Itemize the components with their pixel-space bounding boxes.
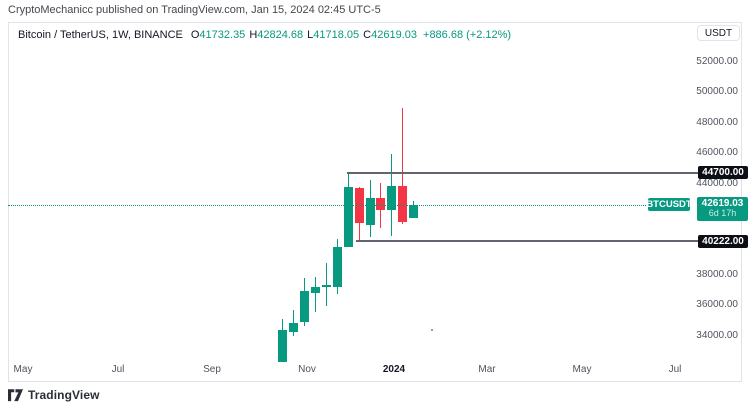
- price-tick: 38000.00: [696, 268, 738, 280]
- candle-wick: [402, 108, 404, 225]
- candle-body: [376, 197, 386, 211]
- price-tick: 52000.00: [696, 56, 738, 67]
- change-value: +886.68 (+2.12%): [423, 29, 512, 41]
- price-tick: 50000.00: [696, 86, 738, 98]
- last-price-line: [8, 204, 648, 206]
- candle-body: [332, 246, 342, 287]
- tradingview-attribution[interactable]: TradingView: [8, 388, 100, 402]
- price-line[interactable]: [347, 171, 699, 174]
- price-line-label: 40222.00: [698, 234, 748, 248]
- chart-widget: [8, 22, 742, 382]
- candle-body: [409, 204, 419, 219]
- publish-watermark: CryptoMechanicc published on TradingView…: [8, 4, 381, 16]
- time-tick: May: [13, 364, 33, 375]
- ohlc-values: O41732.35 H42824.68 L41718.05 C42619.03: [191, 29, 421, 41]
- ohlc-l: L41718.05: [307, 29, 360, 41]
- price-tick: 48000.00: [696, 116, 738, 128]
- price-tick: 44000.00: [696, 177, 738, 189]
- time-tick: May: [572, 364, 592, 375]
- candle-body: [300, 291, 310, 322]
- chart-legend[interactable]: Bitcoin / TetherUS, 1W, BINANCE O41732.35…: [18, 29, 511, 41]
- time-tick: Mar: [478, 364, 496, 375]
- time-tick: Jul: [668, 364, 682, 375]
- candle-wick: [315, 276, 316, 312]
- price-line[interactable]: [356, 240, 699, 243]
- price-tick: 46000.00: [696, 147, 738, 159]
- candle-body: [365, 198, 375, 225]
- candle-body: [278, 329, 288, 362]
- ohlc-h: H42824.68: [249, 29, 304, 41]
- tradingview-logo-icon: [8, 388, 23, 401]
- price-tick: 34000.00: [696, 329, 738, 341]
- time-tick: 2024: [382, 364, 406, 375]
- bar-countdown: 6d 17h: [708, 208, 737, 219]
- candle-body: [321, 284, 331, 288]
- candle-body: [343, 186, 353, 247]
- ohlc-o: O41732.35: [190, 29, 246, 41]
- last-price-badge: 42619.03 6d 17h: [697, 196, 748, 221]
- symbol-badge: BTCUSDT: [646, 198, 692, 212]
- candle-body: [398, 185, 408, 222]
- time-tick: Sep: [203, 364, 221, 375]
- candle-body: [387, 185, 397, 211]
- candle-body: [311, 287, 320, 294]
- last-price-value: 42619.03: [701, 198, 744, 210]
- symbol-title: Bitcoin / TetherUS, 1W, BINANCE: [18, 29, 183, 41]
- price-line-label: 44700.00: [698, 166, 748, 180]
- currency-unit-button[interactable]: USDT: [697, 25, 740, 41]
- candle-wick: [325, 263, 327, 306]
- price-tick: 36000.00: [696, 299, 738, 311]
- time-tick: Jul: [111, 364, 125, 375]
- cursor-dot: [431, 329, 433, 331]
- time-tick: Nov: [298, 364, 316, 375]
- tradingview-brand-text: TradingView: [28, 388, 100, 402]
- candle-body: [289, 322, 299, 332]
- ohlc-c: C42619.03: [363, 29, 418, 41]
